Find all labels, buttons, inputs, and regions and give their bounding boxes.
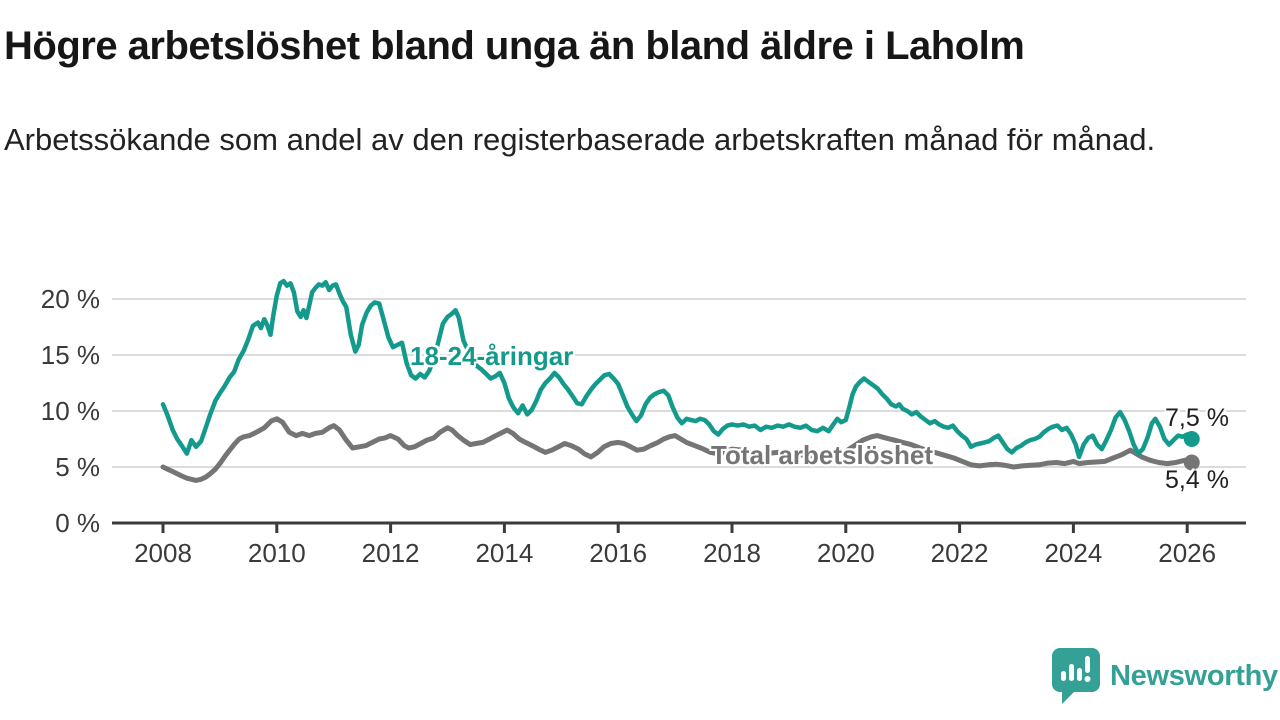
x-axis-label-2014: 2014 xyxy=(475,538,534,568)
series-label-total-arbetsloshet: Total arbetslöshet xyxy=(711,440,934,470)
x-axis-label-2008: 2008 xyxy=(134,538,192,568)
newsworthy-logo-text: Newsworthy xyxy=(1110,659,1278,692)
chart-title: Högre arbetslöshet bland unga än bland ä… xyxy=(4,24,1025,68)
x-axis-label-2012: 2012 xyxy=(361,538,420,568)
x-axis-label-2026: 2026 xyxy=(1158,538,1217,568)
x-axis-label-2024: 2024 xyxy=(1044,538,1103,568)
series-label-18-24-aringar: 18-24-åringar xyxy=(410,341,574,371)
y-axis-label-0: 0 % xyxy=(55,508,100,538)
series-end-dot xyxy=(1183,454,1200,471)
y-axis-label-10: 10 % xyxy=(40,396,100,426)
x-axis-label-2010: 2010 xyxy=(247,538,306,568)
x-axis-label-2018: 2018 xyxy=(703,538,761,568)
data-series xyxy=(160,278,1200,483)
y-axis-label-20: 20 % xyxy=(40,284,100,314)
gridlines xyxy=(112,298,1246,468)
y-axis-label-5: 5 % xyxy=(55,452,100,482)
end-value-label-total: 5,4 % xyxy=(1165,466,1229,494)
series-line-18-24-åringar xyxy=(160,278,1195,460)
end-value-label-young: 7,5 % xyxy=(1165,404,1229,432)
newsworthy-logo: Newsworthy xyxy=(1052,648,1278,704)
series-line-total-arbetslöshet xyxy=(160,416,1195,483)
y-axis-label-15: 15 % xyxy=(40,340,100,370)
series-end-dot xyxy=(1183,431,1200,447)
x-axis xyxy=(112,521,1246,533)
x-axis-label-2022: 2022 xyxy=(930,538,989,568)
chart-subtitle: Arbetssökande som andel av den registerb… xyxy=(4,122,1156,157)
x-axis-label-2020: 2020 xyxy=(816,538,875,568)
x-axis-label-2016: 2016 xyxy=(589,538,648,568)
newsworthy-logo-icon xyxy=(1052,648,1100,704)
